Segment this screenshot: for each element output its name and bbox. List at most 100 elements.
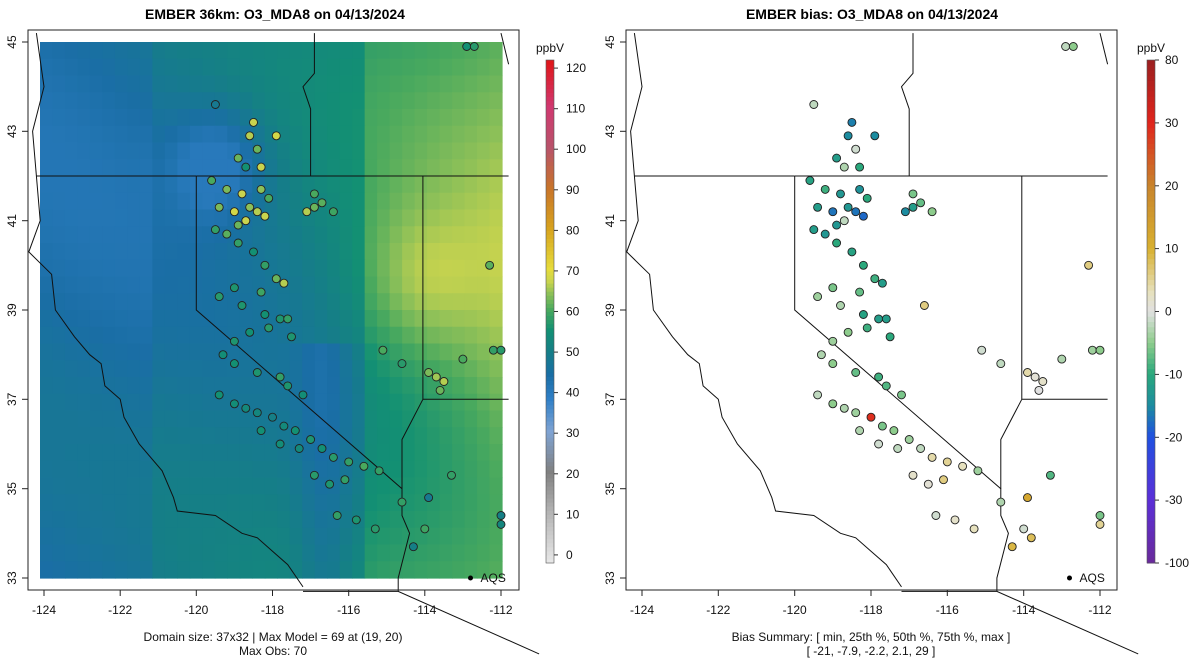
colorbar-segment xyxy=(546,348,554,353)
model-grid-cell xyxy=(264,444,278,462)
model-grid-cell xyxy=(439,42,453,60)
model-grid-cell xyxy=(264,92,278,110)
model-grid-cell xyxy=(327,393,341,412)
observation-site xyxy=(328,207,338,217)
model-grid-cell xyxy=(177,259,191,278)
model-grid-cell xyxy=(189,58,203,77)
model-grid-cell xyxy=(314,377,328,395)
model-grid-cell xyxy=(277,259,291,278)
observation-site xyxy=(256,162,266,172)
model-grid-cell xyxy=(277,42,291,60)
model-grid-cell xyxy=(227,377,241,395)
model-grid-cell xyxy=(152,410,166,428)
model-grid-cell xyxy=(89,444,104,462)
model-grid-cell xyxy=(102,176,116,194)
model-grid-cell xyxy=(289,209,303,227)
bias-site xyxy=(862,193,872,203)
model-grid-cell xyxy=(277,511,291,529)
model-grid-cell xyxy=(364,427,378,445)
bias-site xyxy=(1095,519,1105,529)
colorbar-segment xyxy=(546,262,554,268)
colorbar-segment xyxy=(1147,337,1155,344)
y-tick-label: 37 xyxy=(5,392,19,406)
model-grid-cell xyxy=(314,226,328,244)
model-grid-cell xyxy=(327,310,341,328)
colorbar-segment xyxy=(1147,494,1155,501)
colorbar-segment xyxy=(1147,190,1155,197)
colorbar-segment xyxy=(546,222,554,227)
model-grid-cell xyxy=(352,125,366,144)
model-grid-cell xyxy=(102,377,116,395)
model-grid-cell xyxy=(327,410,341,428)
observation-site xyxy=(214,292,224,302)
model-grid-cell xyxy=(439,326,453,345)
model-grid-cell xyxy=(427,310,441,328)
colorbar-segment xyxy=(1147,400,1155,407)
model-grid-cell xyxy=(477,192,491,211)
model-grid-cell xyxy=(40,192,54,211)
model-grid-cell xyxy=(127,494,141,512)
model-grid-cell xyxy=(427,460,441,479)
model-grid-cell xyxy=(227,293,241,311)
model-grid-cell xyxy=(352,226,366,244)
colorbar-segment xyxy=(1147,80,1155,87)
model-grid-cell xyxy=(177,209,191,227)
colorbar-segment xyxy=(1147,206,1155,213)
observation-site xyxy=(309,470,319,480)
model-grid-cell xyxy=(164,477,178,495)
model-grid-cell xyxy=(277,544,291,562)
model-grid-cell xyxy=(277,460,291,479)
model-grid-cell xyxy=(214,75,228,93)
colorbar-segment xyxy=(546,408,554,414)
colorbar-segment xyxy=(546,327,554,333)
model-grid-cell xyxy=(352,360,366,378)
model-grid-cell xyxy=(289,259,303,278)
aqs-marker xyxy=(468,575,473,581)
y-tick-label: 43 xyxy=(603,124,617,138)
model-grid-cell xyxy=(277,142,291,160)
model-grid-cell xyxy=(427,427,441,445)
model-grid-cell xyxy=(189,142,203,160)
colorbar-segment xyxy=(546,242,554,248)
model-grid-cell xyxy=(389,477,403,495)
model-grid-cell xyxy=(452,393,466,412)
model-grid-cell xyxy=(339,393,353,412)
observation-site xyxy=(435,385,445,395)
model-grid-cell xyxy=(264,561,278,579)
model-grid-cell xyxy=(264,427,278,445)
model-grid-cell xyxy=(127,360,141,378)
model-grid-cell xyxy=(427,142,441,160)
colorbar-segment xyxy=(546,303,554,308)
model-grid-cell xyxy=(277,192,291,211)
model-grid-cell xyxy=(364,477,378,495)
colorbar-segment xyxy=(546,214,554,219)
observation-site xyxy=(283,381,293,391)
colorbar-segment xyxy=(1147,358,1155,365)
bias-site xyxy=(813,292,823,302)
model-grid-cell xyxy=(339,125,353,144)
model-grid-cell xyxy=(189,92,203,110)
model-grid-cell xyxy=(52,427,66,445)
model-grid-cell xyxy=(277,477,291,495)
bias-site xyxy=(839,162,849,172)
model-grid-cell xyxy=(89,243,104,261)
model-grid-cell xyxy=(264,360,278,378)
model-grid-cell xyxy=(64,377,79,395)
bias-site xyxy=(1057,354,1067,364)
model-grid-cell xyxy=(314,209,328,227)
model-grid-cell xyxy=(464,226,478,244)
model-grid-cell xyxy=(452,142,466,160)
model-grid-cell xyxy=(239,460,253,479)
bias-site xyxy=(1023,368,1032,377)
model-grid-cell xyxy=(89,109,104,127)
model-grid-cell xyxy=(364,293,378,311)
model-grid-cell xyxy=(402,343,416,361)
model-grid-cell xyxy=(164,259,178,278)
colorbar-segment xyxy=(546,518,554,523)
model-grid-cell xyxy=(302,243,316,261)
model-grid-cell xyxy=(227,343,241,361)
colorbar-segment xyxy=(546,319,554,325)
model-grid-cell xyxy=(40,544,54,562)
model-grid-cell xyxy=(352,92,366,110)
